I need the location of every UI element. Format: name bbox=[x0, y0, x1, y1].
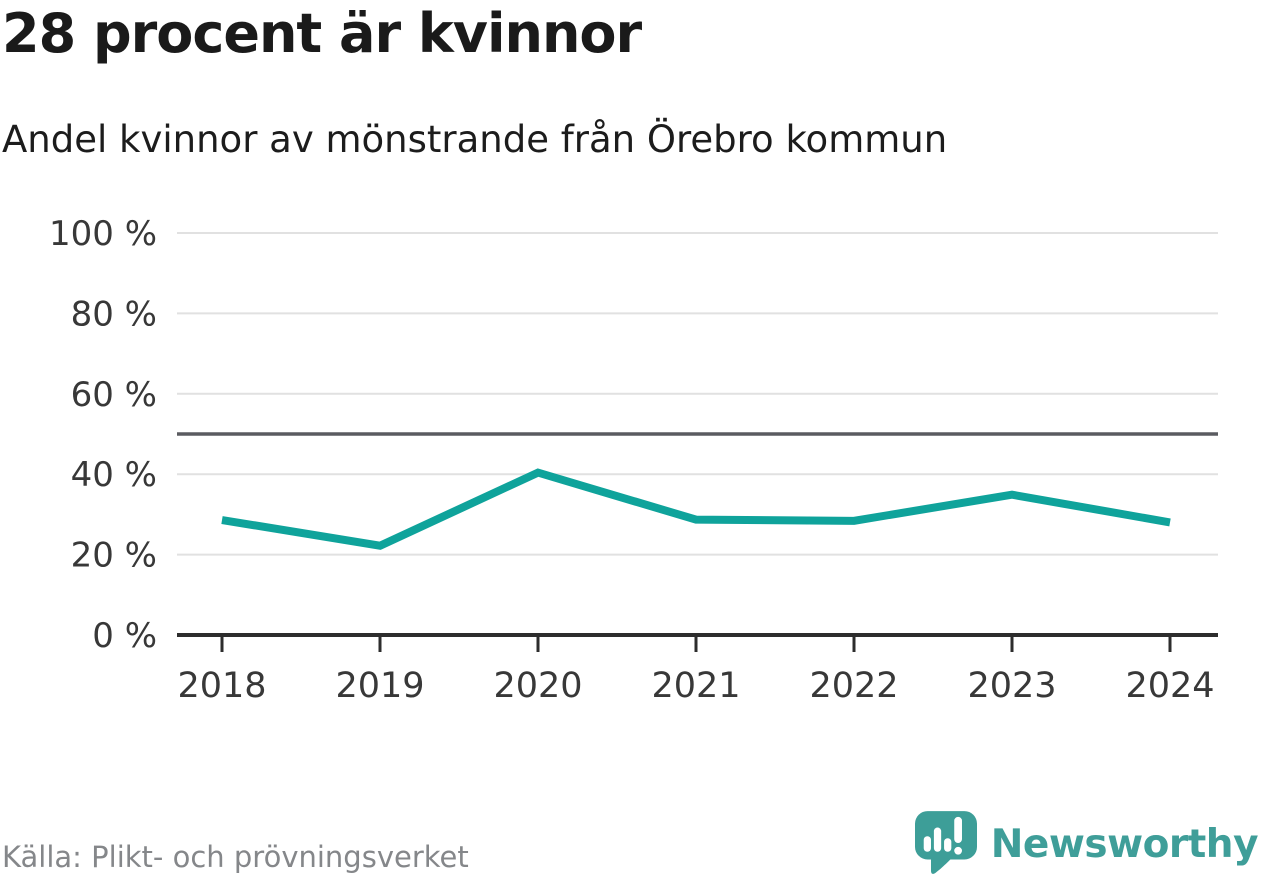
y-tick-label: 0 % bbox=[92, 616, 157, 656]
bar-tall-icon bbox=[933, 827, 941, 852]
x-tick-label: 2020 bbox=[493, 666, 582, 706]
x-tick-label: 2018 bbox=[177, 666, 266, 706]
bar-medium-icon bbox=[943, 838, 952, 852]
newsworthy-wordmark: Newsworthy bbox=[990, 821, 1259, 867]
x-tick-label: 2023 bbox=[967, 666, 1056, 706]
newsworthy-logo: Newsworthy bbox=[914, 808, 1259, 880]
page-title: 28 procent är kvinnor bbox=[2, 2, 642, 65]
bar-small-icon bbox=[923, 836, 931, 852]
exclamation-bar-icon bbox=[954, 816, 962, 844]
x-tick-label: 2021 bbox=[651, 666, 740, 706]
y-tick-label: 60 % bbox=[71, 375, 157, 415]
y-tick-label: 20 % bbox=[71, 536, 157, 576]
x-tick-label: 2022 bbox=[809, 666, 898, 706]
x-tick-label: 2019 bbox=[335, 666, 424, 706]
newsworthy-logo-icon bbox=[914, 811, 977, 874]
data-line bbox=[221, 468, 1171, 550]
y-tick-label: 40 % bbox=[71, 455, 157, 495]
y-tick-label: 100 % bbox=[49, 214, 157, 254]
y-tick-label: 80 % bbox=[71, 294, 157, 334]
chart-subtitle: Andel kvinnor av mönstrande från Örebro … bbox=[2, 118, 948, 161]
exclamation-dot-icon bbox=[954, 846, 962, 855]
source-text: Källa: Plikt- och prövningsverket bbox=[2, 840, 469, 874]
x-tick-label: 2024 bbox=[1125, 666, 1214, 706]
